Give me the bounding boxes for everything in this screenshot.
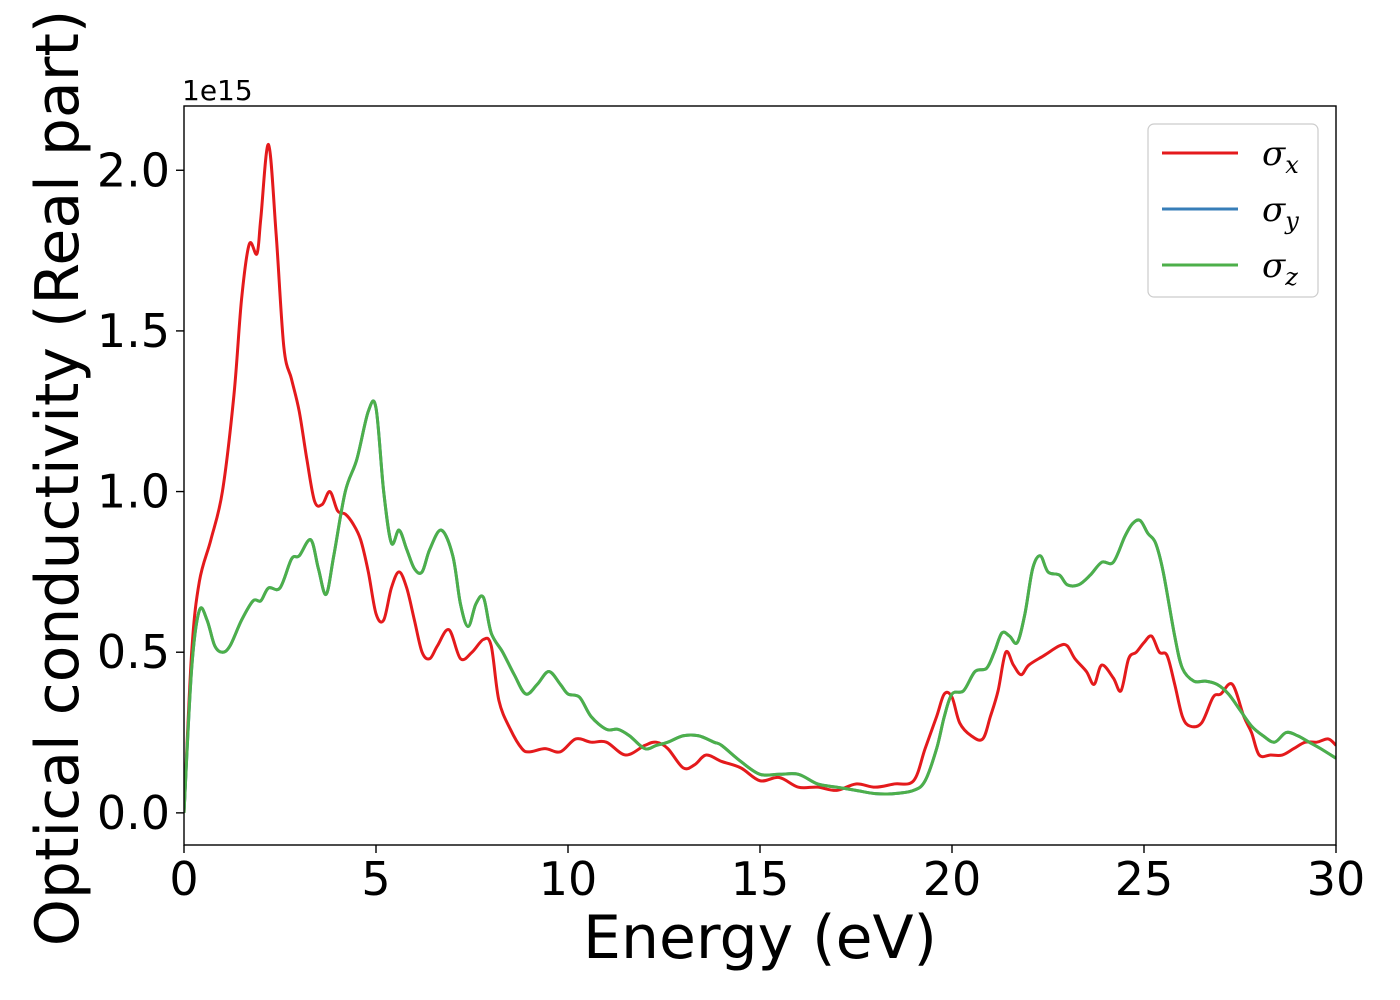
x-axis: 0 5 10 15 20 25 30 [169, 845, 1365, 906]
y-tick-label: 1.0 [97, 465, 170, 519]
y-tick-label: 0.0 [97, 786, 170, 840]
series-line-sigma-x [184, 143, 1336, 813]
x-tick-label: 25 [1115, 852, 1174, 906]
y-axis: 0.0 0.5 1.0 1.5 2.0 [97, 143, 184, 840]
legend-label-sigma-x: σx [1262, 134, 1299, 179]
x-tick-label: 5 [361, 852, 390, 906]
legend: σx σy σz [1147, 123, 1319, 298]
y-offset-label: 1e15 [182, 74, 253, 107]
legend-label-sigma-z: σz [1262, 246, 1298, 291]
x-tick-label: 30 [1307, 852, 1366, 906]
y-tick-label: 0.5 [97, 625, 170, 679]
legend-label-sigma-y: σy [1262, 190, 1299, 235]
x-tick-label: 0 [169, 852, 198, 906]
series-layer [184, 143, 1336, 813]
y-axis-title: Optical conductivity (Real part) [23, 10, 93, 947]
y-tick-label: 2.0 [97, 143, 170, 197]
x-tick-label: 10 [539, 852, 598, 906]
series-line-sigma-z [184, 399, 1336, 813]
x-axis-title: Energy (eV) [583, 903, 937, 973]
x-tick-label: 15 [731, 852, 790, 906]
x-tick-label: 20 [923, 852, 982, 906]
y-tick-label: 1.5 [97, 304, 170, 358]
